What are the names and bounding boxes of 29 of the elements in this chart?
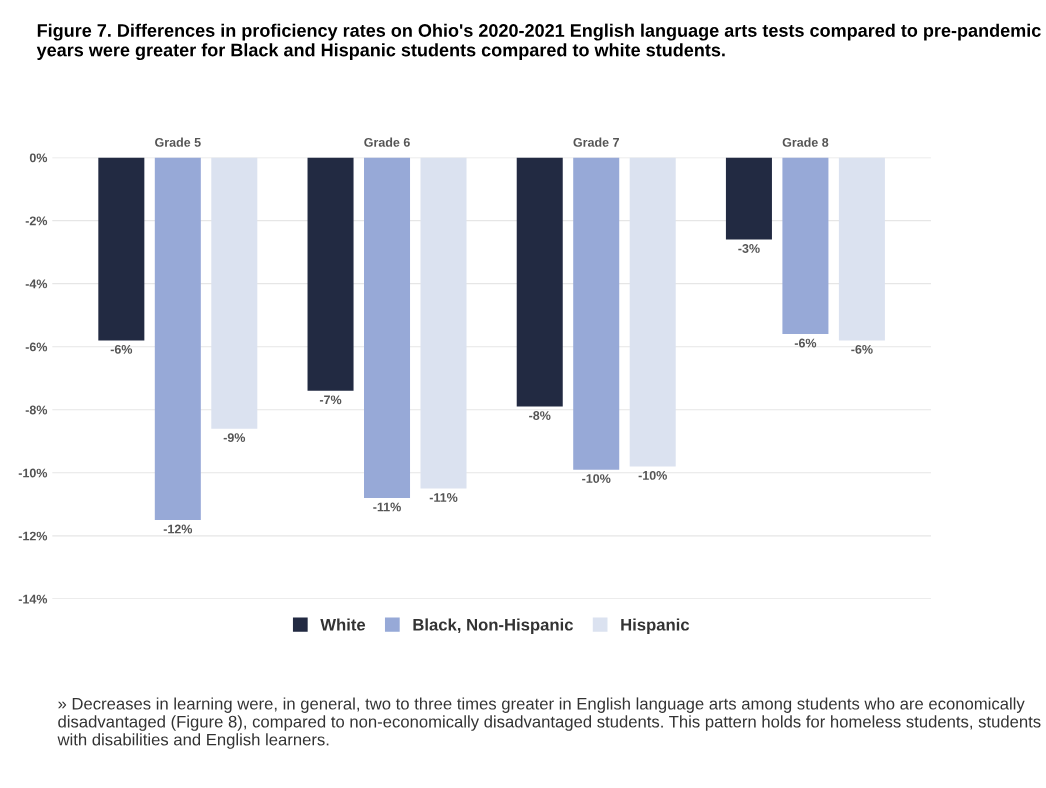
y-tick-label: -6%: [25, 342, 48, 352]
chart-title: Figure 7. Differences in proficiency rates on Ohio's 2020-2021 English language arts tests compared to pre-pandemic years were greater for Black and Hispanic students compared to white students.: [36, 23, 1041, 61]
y-tick-label: -2%: [25, 216, 48, 226]
data-label: -7%: [319, 395, 342, 405]
legend-label: Black, Non-Hispanic: [413, 618, 573, 634]
x-tick-label: Grade 6: [364, 137, 410, 147]
data-label: -6%: [110, 344, 133, 354]
text: » Decreases in learning were, in general, two to three times greater in English language arts among students who are economically disadvantaged (Figure 8), compared to non-economically disadvantaged students. This pattern holds for homeless students, students with disabilities and English learners.: [57, 697, 1041, 749]
data-label: -12%: [163, 524, 193, 534]
x-tick-label: Grade 5: [155, 137, 201, 147]
data-label: -10%: [582, 474, 611, 483]
y-tick-label: -14%: [18, 594, 48, 604]
data-label: -9%: [223, 433, 246, 443]
y-tick-label: -12%: [18, 531, 48, 541]
data-label: -11%: [429, 493, 458, 502]
y-tick-label: -10%: [18, 468, 48, 478]
y-tick-label: -8%: [25, 405, 48, 415]
x-tick-label: Grade 8: [782, 137, 829, 147]
legend-label: White: [320, 618, 366, 631]
data-label: -11%: [373, 502, 401, 512]
y-tick-label: -4%: [25, 279, 48, 289]
data-label: -6%: [794, 338, 817, 348]
data-label: -3%: [738, 244, 760, 253]
data-label: -10%: [638, 470, 667, 480]
data-label: -6%: [851, 344, 873, 354]
data-label: -8%: [529, 411, 551, 420]
y-tick-label: 0%: [29, 153, 48, 163]
legend-label: Hispanic: [621, 618, 690, 634]
x-tick-label: Grade 7: [573, 137, 619, 147]
